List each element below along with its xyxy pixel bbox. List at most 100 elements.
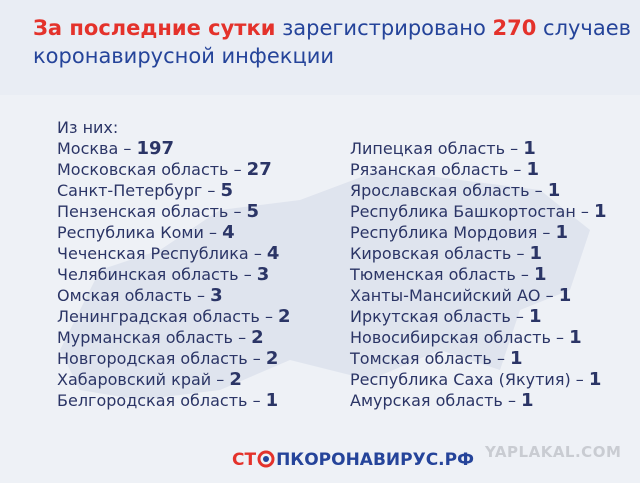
separator: – bbox=[516, 244, 525, 263]
list-item: Омская область – 3 bbox=[57, 285, 291, 306]
case-count: 1 bbox=[526, 159, 539, 180]
separator: – bbox=[264, 307, 273, 326]
list-item: Белгородская область – 1 bbox=[57, 390, 291, 411]
list-column: Липецкая область – 1 Рязанская область – … bbox=[350, 138, 607, 411]
region-name: Омская область bbox=[57, 286, 192, 305]
separator: – bbox=[238, 328, 247, 347]
separator: – bbox=[207, 181, 216, 200]
logo-start: СТ bbox=[232, 450, 257, 470]
separator: – bbox=[515, 307, 524, 326]
region-name: Липецкая область bbox=[350, 139, 506, 158]
case-count: 5 bbox=[246, 201, 260, 222]
separator: – bbox=[513, 160, 522, 179]
region-name: Тюменская область bbox=[350, 265, 516, 284]
region-name: Пензенская область bbox=[57, 202, 229, 221]
separator: – bbox=[507, 391, 516, 410]
list-item: Мурманская область – 2 bbox=[57, 327, 291, 348]
region-name: Санкт-Петербург bbox=[57, 181, 203, 200]
case-count: 1 bbox=[265, 390, 279, 411]
separator: – bbox=[243, 265, 252, 284]
region-name: Ханты-Мансийский АО bbox=[350, 286, 541, 305]
list-item: Амурская область – 1 bbox=[350, 390, 607, 411]
separator: – bbox=[208, 223, 217, 242]
region-name: Новосибирская область bbox=[350, 328, 551, 347]
separator: – bbox=[123, 139, 132, 158]
list-item: Московская область – 27 bbox=[57, 159, 291, 180]
header-band bbox=[0, 0, 640, 95]
region-name: Чеченская Республика bbox=[57, 244, 249, 263]
case-count: 1 bbox=[528, 306, 542, 327]
region-name: Республика Саха (Якутия) bbox=[350, 370, 571, 389]
region-name: Иркутская область bbox=[350, 307, 511, 326]
case-count: 27 bbox=[246, 159, 272, 180]
separator: – bbox=[545, 286, 554, 305]
list-item: Москва – 197 bbox=[57, 138, 291, 159]
region-name: Томская область bbox=[350, 349, 492, 368]
case-count: 1 bbox=[547, 180, 561, 201]
separator: – bbox=[520, 265, 529, 284]
case-count: 5 bbox=[220, 180, 234, 201]
case-count: 3 bbox=[256, 264, 270, 285]
list-item: Республика Башкортостан – 1 bbox=[350, 201, 607, 222]
list-item: Новосибирская область – 1 bbox=[350, 327, 607, 348]
separator: – bbox=[542, 223, 551, 242]
case-count: 1 bbox=[558, 285, 572, 306]
list-item: Иркутская область – 1 bbox=[350, 306, 607, 327]
region-name: Республика Коми bbox=[57, 223, 204, 242]
case-count: 2 bbox=[251, 327, 264, 348]
list-item: Липецкая область – 1 bbox=[350, 138, 607, 159]
region-name: Белгородская область bbox=[57, 391, 248, 410]
separator: – bbox=[496, 349, 505, 368]
region-name: Ярославская область bbox=[350, 181, 530, 200]
logo-end: ПКОРОНАВИРУС.РФ bbox=[276, 450, 474, 470]
separator: – bbox=[510, 139, 519, 158]
separator: – bbox=[580, 202, 589, 221]
title-part: 270 bbox=[492, 16, 537, 40]
separator: – bbox=[555, 328, 564, 347]
list-item: Ханты-Мансийский АО – 1 bbox=[350, 285, 607, 306]
list-item: Ярославская область – 1 bbox=[350, 180, 607, 201]
watermark: YAPLAKAL.COM bbox=[485, 443, 622, 461]
region-name: Амурская область bbox=[350, 391, 503, 410]
region-name: Республика Башкортостан bbox=[350, 202, 576, 221]
region-name: Москва bbox=[57, 139, 119, 158]
separator: – bbox=[196, 286, 205, 305]
case-count: 197 bbox=[136, 138, 175, 159]
title-line-1: За последние сутки зарегистрировано 270 … bbox=[33, 16, 631, 40]
case-count: 4 bbox=[266, 243, 280, 264]
region-name: Новгородская область bbox=[57, 349, 248, 368]
case-count: 1 bbox=[523, 138, 536, 159]
map-silhouette bbox=[60, 170, 590, 400]
list-item: Санкт-Петербург – 5 bbox=[57, 180, 291, 201]
list-item: Томская область – 1 bbox=[350, 348, 607, 369]
region-name: Мурманская область bbox=[57, 328, 233, 347]
separator: – bbox=[233, 160, 242, 179]
case-count: 1 bbox=[569, 327, 582, 348]
list-item: Республика Мордовия – 1 bbox=[350, 222, 607, 243]
case-count: 4 bbox=[222, 222, 235, 243]
separator: – bbox=[575, 370, 584, 389]
case-count: 3 bbox=[210, 285, 223, 306]
separator: – bbox=[252, 349, 261, 368]
region-name: Рязанская область bbox=[350, 160, 509, 179]
region-name: Хабаровский край bbox=[57, 370, 212, 389]
list-item: Рязанская область – 1 bbox=[350, 159, 607, 180]
case-count: 1 bbox=[593, 201, 607, 222]
case-count: 2 bbox=[265, 348, 279, 369]
title-part: зарегистрировано bbox=[275, 16, 493, 40]
case-count: 2 bbox=[278, 306, 291, 327]
region-name: Республика Мордовия bbox=[350, 223, 538, 242]
title-part: случаев bbox=[536, 16, 632, 40]
list-item: Кировская область – 1 bbox=[350, 243, 607, 264]
case-count: 1 bbox=[588, 369, 602, 390]
list-item: Челябинская область – 3 bbox=[57, 264, 291, 285]
separator: – bbox=[252, 391, 261, 410]
list-column: Из них: Москва – 197 Московская область –… bbox=[57, 117, 291, 411]
title-part: За последние сутки bbox=[33, 16, 276, 40]
list-item: Новгородская область – 2 bbox=[57, 348, 291, 369]
region-name: Челябинская область bbox=[57, 265, 239, 284]
separator: – bbox=[253, 244, 262, 263]
region-name: Кировская область bbox=[350, 244, 512, 263]
case-count: 1 bbox=[534, 264, 547, 285]
